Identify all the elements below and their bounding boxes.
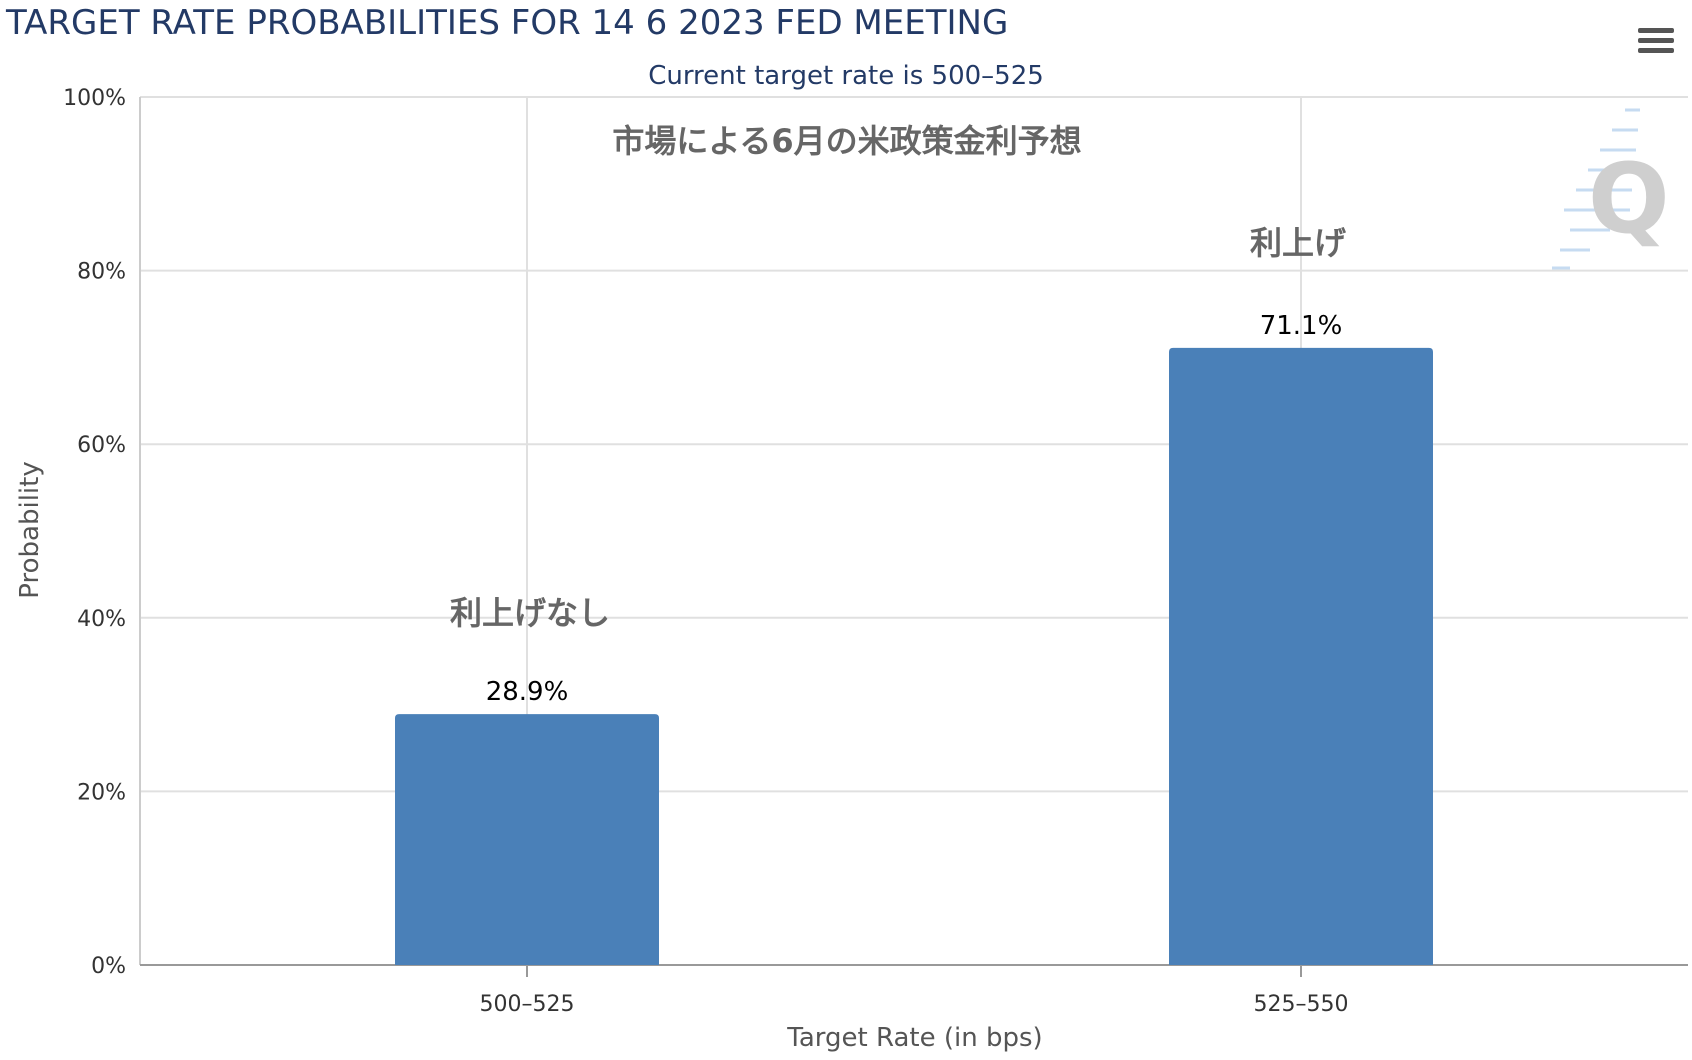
chart-caption: 市場による6月の米政策金利予想 <box>612 122 1081 160</box>
watermark-letter: Q <box>1588 143 1670 255</box>
bar-2[interactable] <box>1169 347 1433 965</box>
watermark-logo: Q <box>1552 108 1670 270</box>
bar-1[interactable] <box>395 714 659 965</box>
hamburger-menu-icon[interactable] <box>1636 26 1674 58</box>
x-tick-label: 525–550 <box>1254 992 1349 1017</box>
annotation-no-hike: 利上げなし <box>450 594 610 632</box>
y-tick-label: 0% <box>91 954 126 979</box>
annotation-hike: 利上げ <box>1250 224 1346 262</box>
y-tick-label: 100% <box>63 86 126 111</box>
data-labels: 28.9% 71.1% <box>486 311 1343 707</box>
y-tick-label: 80% <box>77 260 126 285</box>
bars <box>395 347 1433 965</box>
chart-subtitle: Current target rate is 500–525 <box>648 61 1044 91</box>
x-tick-label: 500–525 <box>480 992 575 1017</box>
chart-title: TARGET RATE PROBABILITIES FOR 14 6 2023 … <box>5 3 1008 43</box>
data-label-2: 71.1% <box>1260 311 1343 341</box>
x-axis-title: Target Rate (in bps) <box>786 1023 1042 1053</box>
y-tick-label: 20% <box>77 780 126 805</box>
data-label-1: 28.9% <box>486 677 569 707</box>
grid <box>140 96 1688 965</box>
y-tick-label: 60% <box>77 433 126 458</box>
axes: 0% 20% 40% 60% 80% 100% 500–525 525–550 <box>63 86 1688 1017</box>
y-axis-title: Probability <box>15 461 45 598</box>
y-tick-label: 40% <box>77 607 126 632</box>
